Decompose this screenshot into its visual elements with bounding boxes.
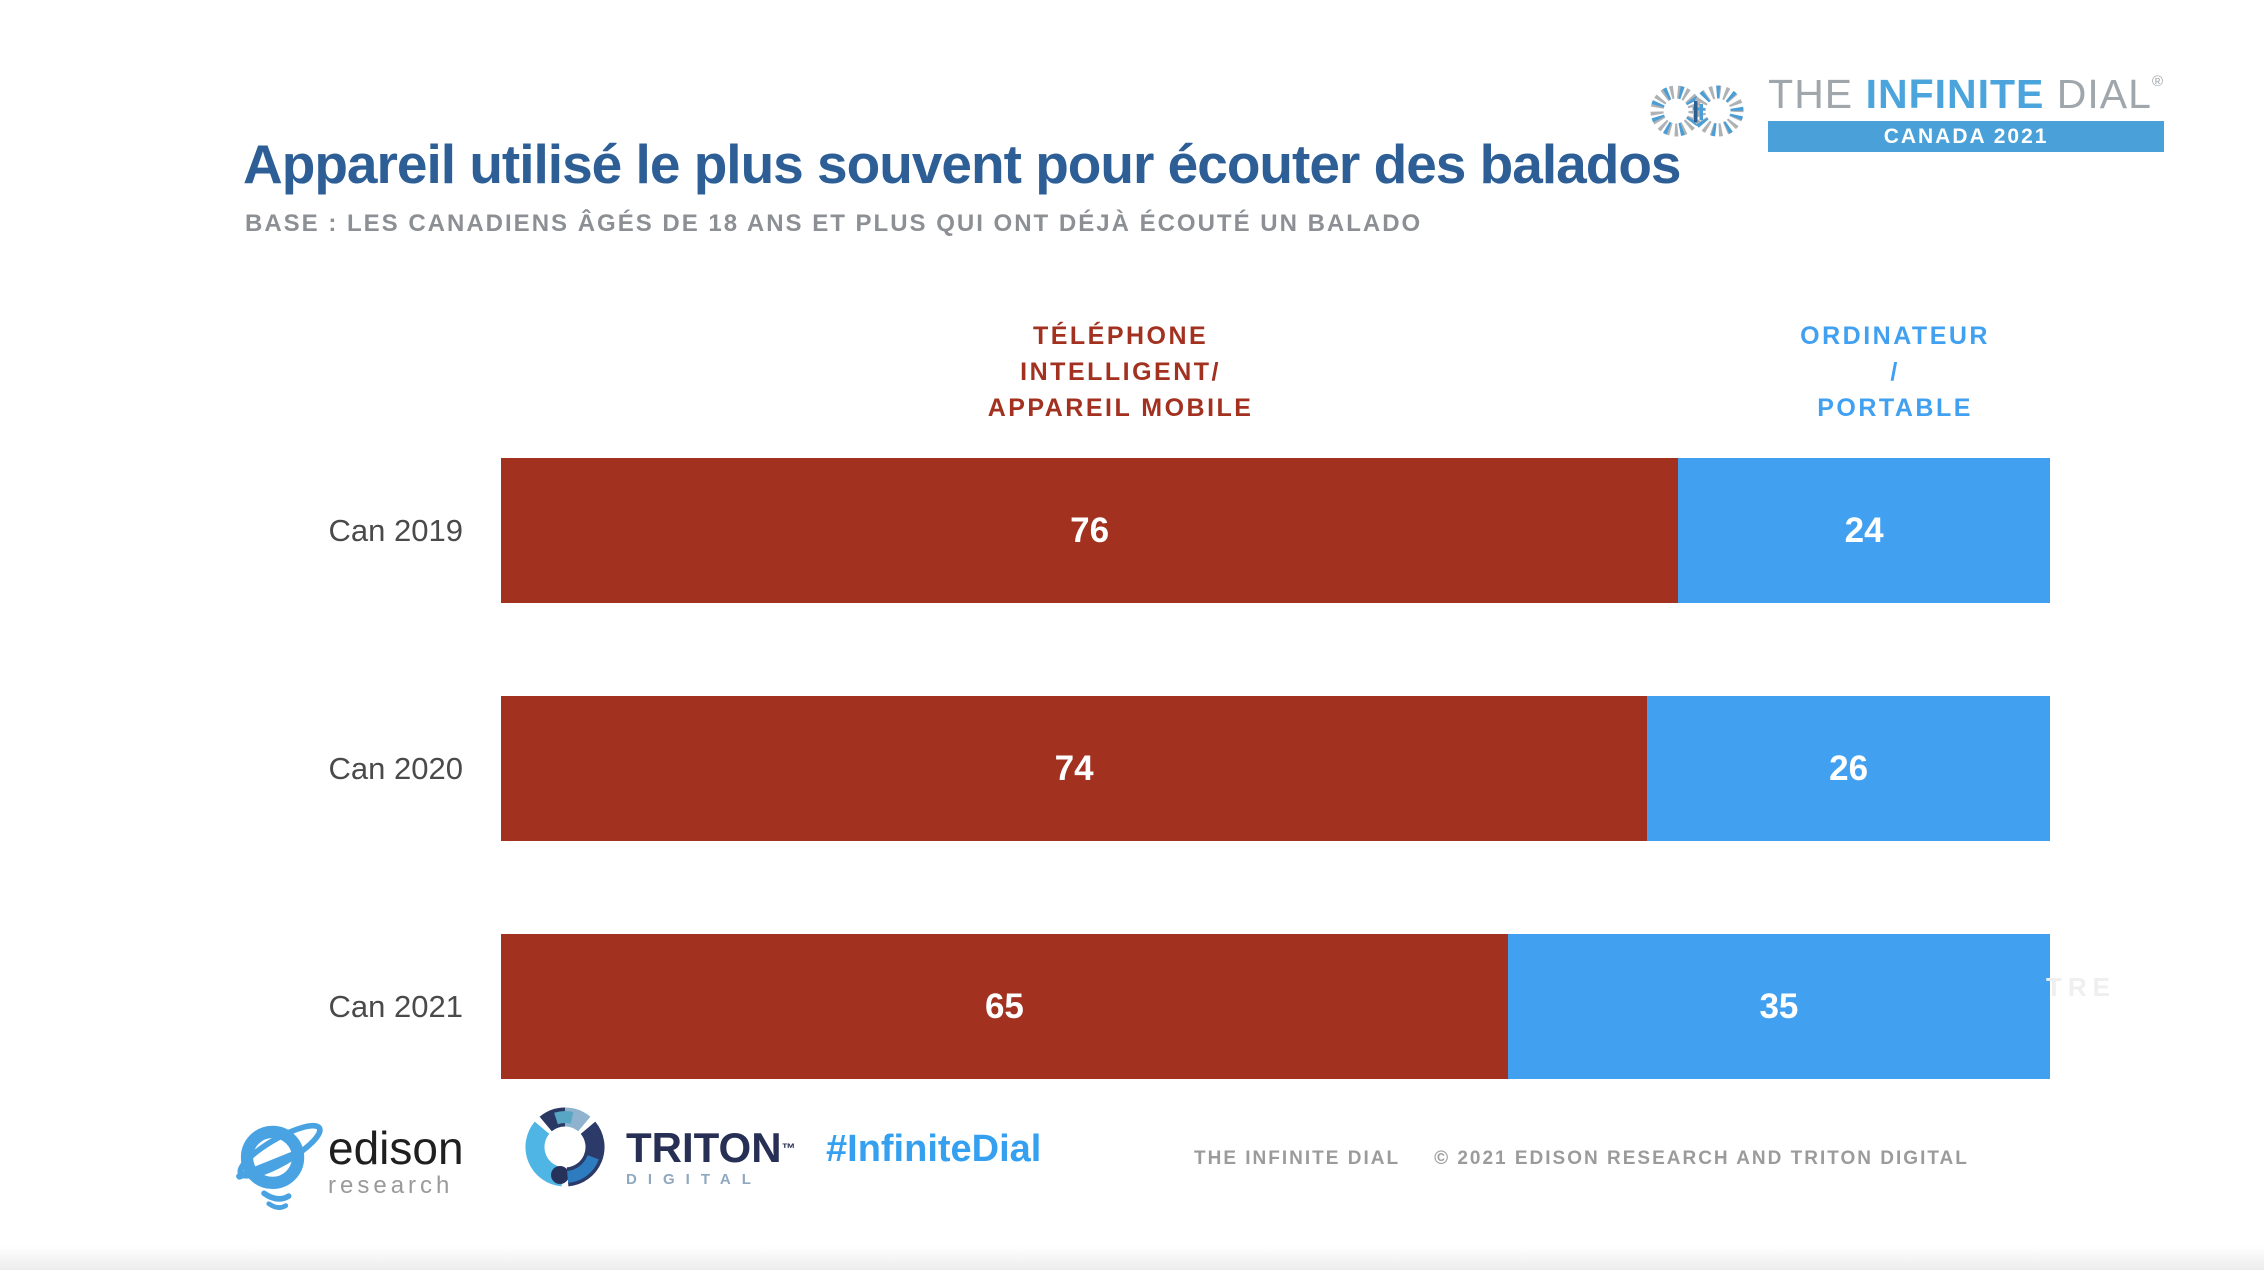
bar-row-2019: Can 2019 76 24 xyxy=(245,458,2050,603)
infinity-waveform-icon xyxy=(1650,85,1744,137)
bar-segment-smartphone: 76 xyxy=(501,458,1679,603)
copyright-line: THE INFINITE DIAL © 2021 EDISON RESEARCH … xyxy=(1194,1148,1969,1170)
registered-mark: ® xyxy=(2151,73,2164,90)
stacked-bar-chart: TÉLÉPHONE INTELLIGENT/ APPAREIL MOBILE O… xyxy=(245,318,2050,1079)
bar-segment-smartphone: 74 xyxy=(501,696,1648,841)
copyright-right: © 2021 EDISON RESEARCH AND TRITON DIGITA… xyxy=(1434,1148,1969,1169)
triton-name: TRITON™ xyxy=(626,1127,796,1169)
brand-text: THE INFINITE DIAL® CANADA 2021 xyxy=(1768,72,2164,152)
series-header-line: TÉLÉPHONE xyxy=(1032,322,1209,350)
hashtag-infinitedial: #InfiniteDial xyxy=(826,1128,1042,1170)
series-headers: TÉLÉPHONE INTELLIGENT/ APPAREIL MOBILE O… xyxy=(501,318,2050,458)
brand-dial: DIAL xyxy=(2044,71,2152,117)
row-label: Can 2021 xyxy=(328,988,463,1024)
ghost-text-autre: TRE xyxy=(2046,972,2116,1002)
triton-rings-icon xyxy=(525,1107,605,1187)
edison-research-logo: edison research xyxy=(230,1104,464,1224)
brand-the: THE xyxy=(1768,71,1866,117)
triton-wordmark: TRITON™ DIGITAL xyxy=(626,1127,796,1189)
trademark-mark: ™ xyxy=(781,1140,796,1156)
page-title: Appareil utilisé le plus souvent pour éc… xyxy=(243,133,1682,195)
series-header-line: / xyxy=(1890,358,1900,386)
brand-infinite: INFINITE xyxy=(1865,71,2045,117)
infinite-dial-logo: THE INFINITE DIAL® CANADA 2021 xyxy=(1644,72,2164,152)
edison-wordmark: edison research xyxy=(328,1122,464,1200)
bar-value: 65 xyxy=(984,986,1024,1026)
edison-name: edison xyxy=(328,1122,464,1174)
bar-value: 26 xyxy=(1829,748,1869,788)
bar-2019: 76 24 xyxy=(501,458,2050,603)
edison-bulb-icon xyxy=(236,1122,323,1210)
series-header-line: PORTABLE xyxy=(1817,394,1973,422)
edison-subtitle: research xyxy=(328,1172,454,1199)
bar-segment-computer: 26 xyxy=(1647,696,2050,841)
series-header-smartphone: TÉLÉPHONE INTELLIGENT/ APPAREIL MOBILE xyxy=(811,318,1431,426)
series-header-line: INTELLIGENT/ xyxy=(1020,358,1221,386)
series-header-computer: ORDINATEUR / PORTABLE xyxy=(1647,318,2143,426)
bar-segment-computer: 24 xyxy=(1678,458,2050,603)
triton-subtitle: DIGITAL xyxy=(626,1171,762,1188)
series-header-line: APPAREIL MOBILE xyxy=(987,394,1254,422)
page-subtitle: BASE : LES CANADIENS ÂGÉS DE 18 ANS ET P… xyxy=(245,210,1423,237)
copyright-left: THE INFINITE DIAL xyxy=(1194,1148,1401,1169)
row-label: Can 2019 xyxy=(328,512,463,548)
bar-value: 24 xyxy=(1844,510,1884,550)
bar-segment-computer: 35 xyxy=(1507,934,2050,1079)
bar-value: 74 xyxy=(1054,748,1094,788)
bar-value: 35 xyxy=(1759,986,1799,1026)
bar-segment-smartphone: 65 xyxy=(501,934,1508,1079)
triton-digital-logo: TRITON™ DIGITAL xyxy=(520,1100,796,1198)
row-label: Can 2020 xyxy=(328,750,463,786)
bar-value: 76 xyxy=(1070,510,1110,550)
bar-row-2020: Can 2020 74 26 xyxy=(245,696,2050,841)
bar-row-2021: Can 2021 65 35 xyxy=(245,934,2050,1079)
slide-bottom-shadow xyxy=(0,1246,2264,1270)
brand-wordmark: THE INFINITE DIAL® xyxy=(1768,72,2164,116)
bar-2021: 65 35 xyxy=(501,934,2050,1079)
bar-2020: 74 26 xyxy=(501,696,2050,841)
triton-name-text: TRITON xyxy=(626,1124,782,1171)
series-header-line: ORDINATEUR xyxy=(1800,322,1990,350)
brand-banner: CANADA 2021 xyxy=(1768,121,2164,152)
